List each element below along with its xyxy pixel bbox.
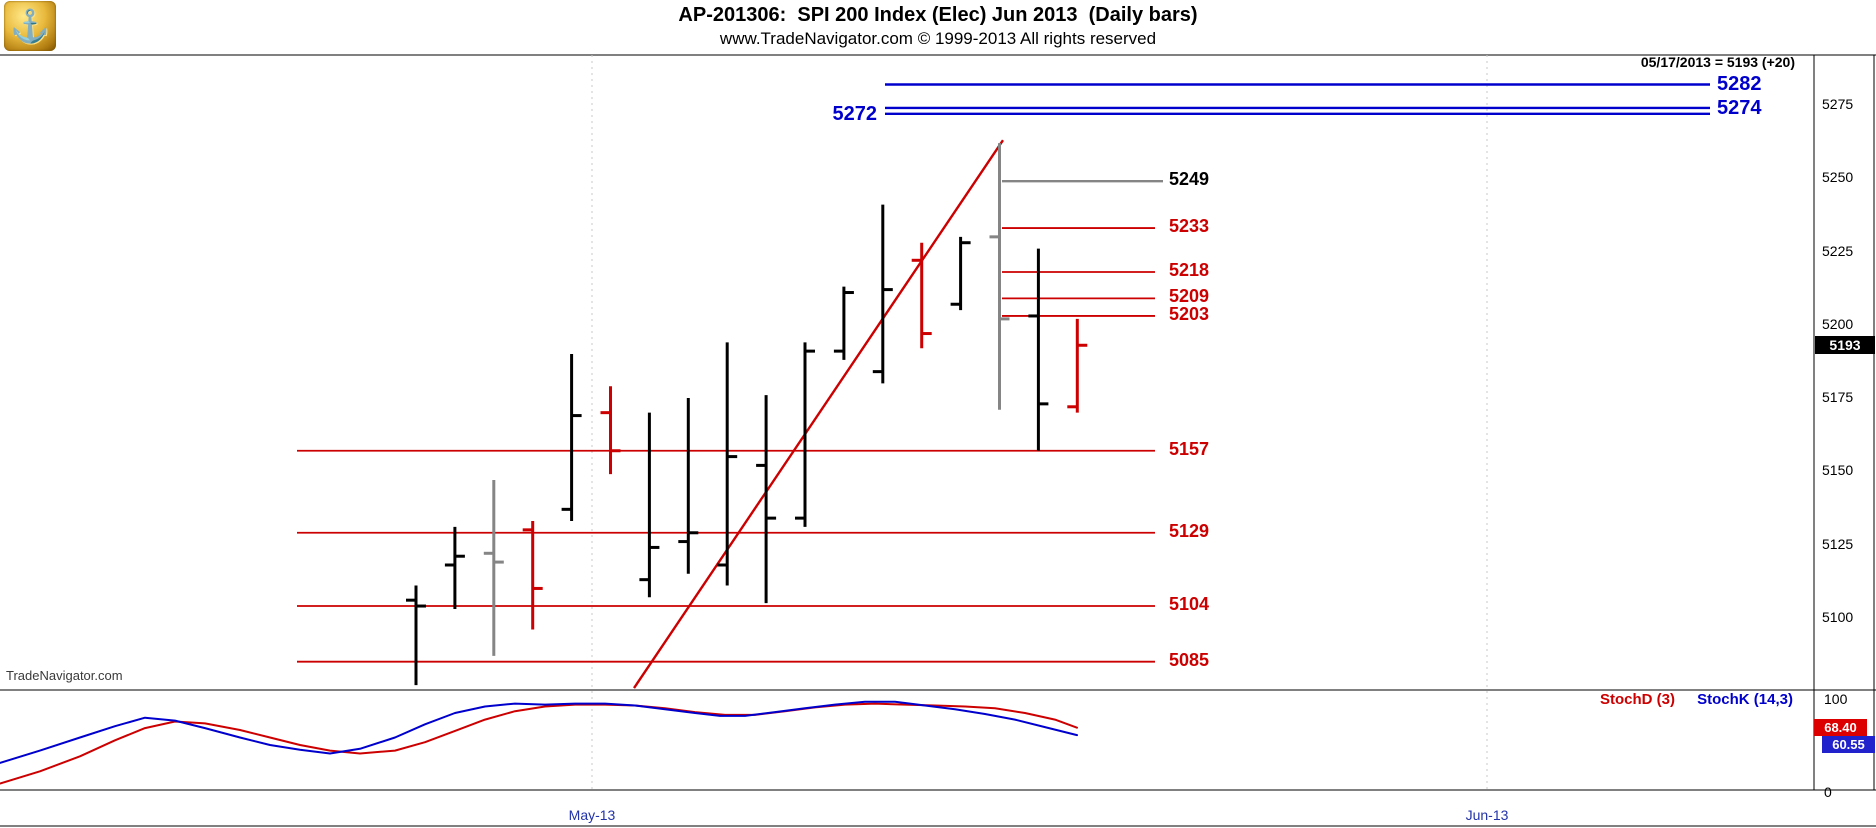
last-quote-readout: 05/17/2013 = 5193 (+20): [1640, 54, 1795, 70]
copyright-line: www.TradeNavigator.com © 1999-2013 All r…: [719, 29, 1157, 48]
anchor-logo-icon: ⚓: [10, 8, 50, 44]
stochd-legend-label: StochD (3): [1599, 691, 1675, 708]
stochd-curve: [0, 702, 1078, 785]
trend-line: [633, 139, 1004, 689]
stochk-curve: [0, 700, 1078, 764]
stoch-axis-max-label: 100: [1824, 691, 1848, 707]
stochastic-legend: StochD (3) StochK (14,3): [1600, 691, 1793, 708]
stoch-axis-min-label: 0: [1824, 784, 1832, 800]
stochk-legend-label: StochK (14,3): [1697, 691, 1793, 708]
chart-title: AP-201306: SPI 200 Index (Elec) Jun 2013…: [678, 4, 1198, 26]
tradenavigator-logo: ⚓: [4, 1, 56, 51]
watermark-text: TradeNavigator.com: [6, 668, 123, 683]
stochk-value-box: 60.55: [1822, 736, 1875, 753]
stochd-value-box: 68.40: [1814, 719, 1867, 736]
last-price-box: 5193: [1815, 336, 1875, 354]
